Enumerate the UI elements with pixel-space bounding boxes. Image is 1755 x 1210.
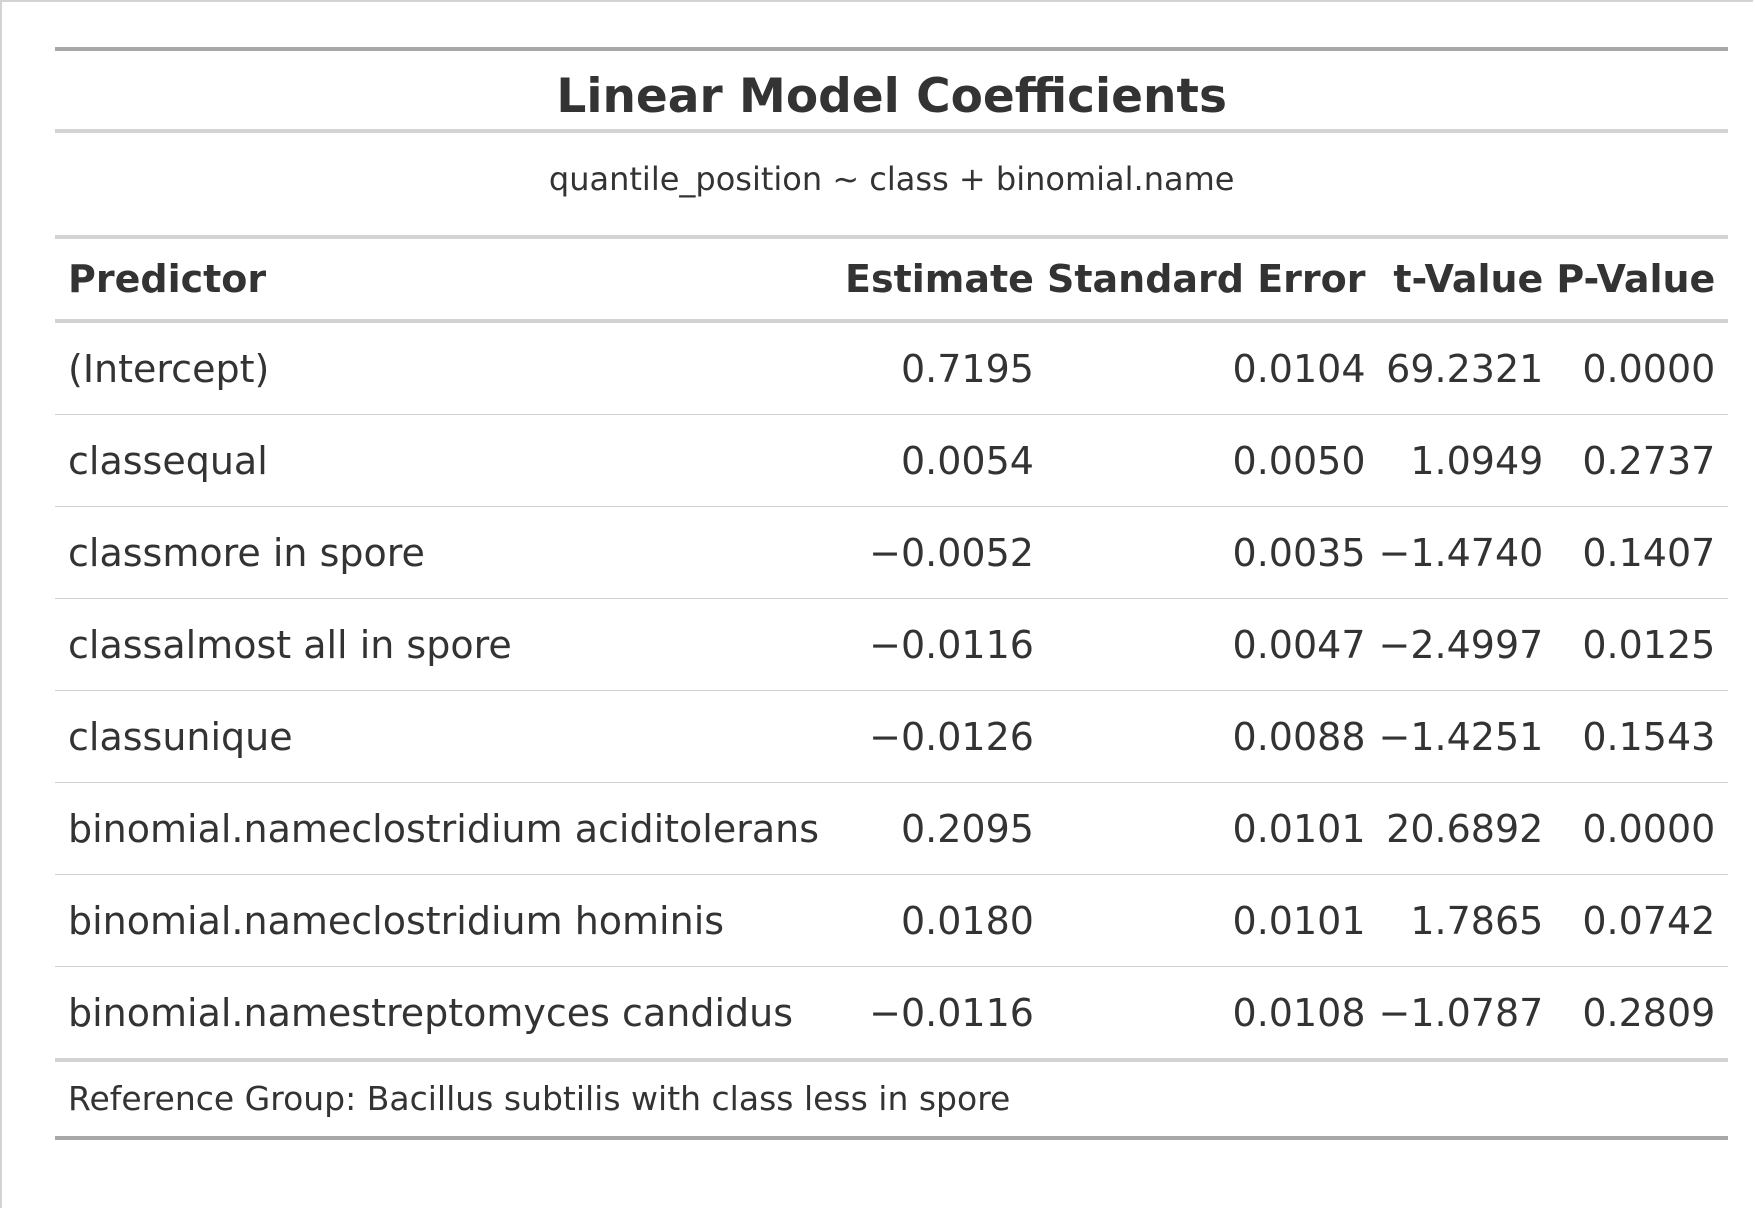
coefficients-table-container: Linear Model Coefficients quantile_posit…	[55, 47, 1729, 1140]
cell-predictor: binomial.nameclostridium aciditolerans	[55, 782, 833, 875]
cell-p-value: 0.2809	[1556, 966, 1729, 1060]
cell-t-value: 20.6892	[1378, 782, 1557, 875]
table-row: classmore in spore −0.0052 0.0035 −1.4740 0.…	[55, 506, 1729, 599]
cell-p-value: 0.2737	[1556, 414, 1729, 507]
table-body: (Intercept) 0.7195 0.0104 69.2321 0.0000 clas…	[55, 321, 1729, 1060]
cell-standard-error: 0.0035	[1046, 506, 1379, 599]
header-row: Predictor Estimate Standard Error t-Valu…	[55, 237, 1729, 323]
cell-predictor: classequal	[55, 414, 833, 507]
table-row: binomial.nameclostridium hominis 0.0180 0.…	[55, 874, 1729, 967]
table-row: classequal 0.0054 0.0050 1.0949 0.2737	[55, 414, 1729, 507]
table-row: binomial.namestreptomyces candidus −0.011…	[55, 966, 1729, 1060]
cell-predictor: (Intercept)	[68, 346, 270, 391]
cell-predictor: binomial.namestreptomyces candidus	[55, 966, 833, 1060]
cell-p-value: 0.0125	[1556, 598, 1729, 691]
cell-p-value: 0.0000	[1556, 782, 1729, 875]
column-header-predictor: Predictor	[55, 237, 833, 323]
cell-standard-error: 0.0101	[1046, 874, 1379, 967]
table-row: binomial.nameclostridium aciditolerans 0.…	[55, 782, 1729, 875]
cell-estimate: 0.0054	[832, 414, 1047, 507]
cell-t-value: 1.7865	[1378, 874, 1557, 967]
coefficients-table: Linear Model Coefficients quantile_posit…	[55, 47, 1729, 1140]
table-footnote: Reference Group: Bacillus subtilis with …	[55, 1058, 1729, 1138]
column-header-p-value: P-Value	[1556, 237, 1729, 323]
cell-predictor: classmore in spore	[55, 506, 833, 599]
column-header-standard-error: Standard Error	[1046, 237, 1379, 323]
cell-standard-error: 0.0050	[1046, 414, 1379, 507]
cell-p-value: 0.1407	[1556, 506, 1729, 599]
cell-t-value: −1.4740	[1378, 506, 1557, 599]
cell-estimate: −0.0116	[832, 966, 1047, 1060]
cell-estimate: −0.0116	[832, 598, 1047, 691]
cell-predictor: classunique	[55, 690, 833, 783]
cell-t-value: −1.4251	[1378, 690, 1557, 783]
cell-standard-error: 0.0101	[1046, 782, 1379, 875]
cell-estimate: 0.7195	[901, 346, 1034, 391]
cell-estimate: −0.0052	[832, 506, 1047, 599]
cell-t-value: 69.2321	[1386, 346, 1544, 391]
cell-standard-error: 0.0047	[1046, 598, 1379, 691]
cell-standard-error: 0.0088	[1046, 690, 1379, 783]
cell-standard-error: 0.0104	[1232, 346, 1366, 391]
column-header-t-value: t-Value	[1378, 237, 1557, 323]
table-row: classunique −0.0126 0.0088 −1.4251 0.1543	[55, 690, 1729, 783]
cell-estimate: −0.0126	[832, 690, 1047, 783]
column-header-estimate: Estimate	[832, 237, 1047, 323]
table-row: (Intercept) 0.7195 0.0104 69.2321 0.0000	[55, 321, 1728, 415]
cell-t-value: −1.0787	[1378, 966, 1557, 1060]
table-subtitle: quantile_position ~ class + binomial.nam…	[55, 131, 1729, 239]
table-row: classalmost all in spore −0.0116 0.0047 −2.…	[55, 598, 1729, 691]
cell-estimate: 0.0180	[832, 874, 1047, 967]
cell-t-value: 1.0949	[1378, 414, 1557, 507]
table-title: Linear Model Coefficients	[55, 49, 1729, 133]
cell-p-value: 0.0742	[1556, 874, 1729, 967]
cell-t-value: −2.4997	[1378, 598, 1557, 691]
cell-p-value: 0.1543	[1556, 690, 1729, 783]
cell-predictor: classalmost all in spore	[55, 598, 833, 691]
cell-standard-error: 0.0108	[1046, 966, 1379, 1060]
cell-estimate: 0.2095	[832, 782, 1047, 875]
cell-predictor: binomial.nameclostridium hominis	[55, 874, 833, 967]
cell-p-value: 0.0000	[1582, 346, 1716, 391]
